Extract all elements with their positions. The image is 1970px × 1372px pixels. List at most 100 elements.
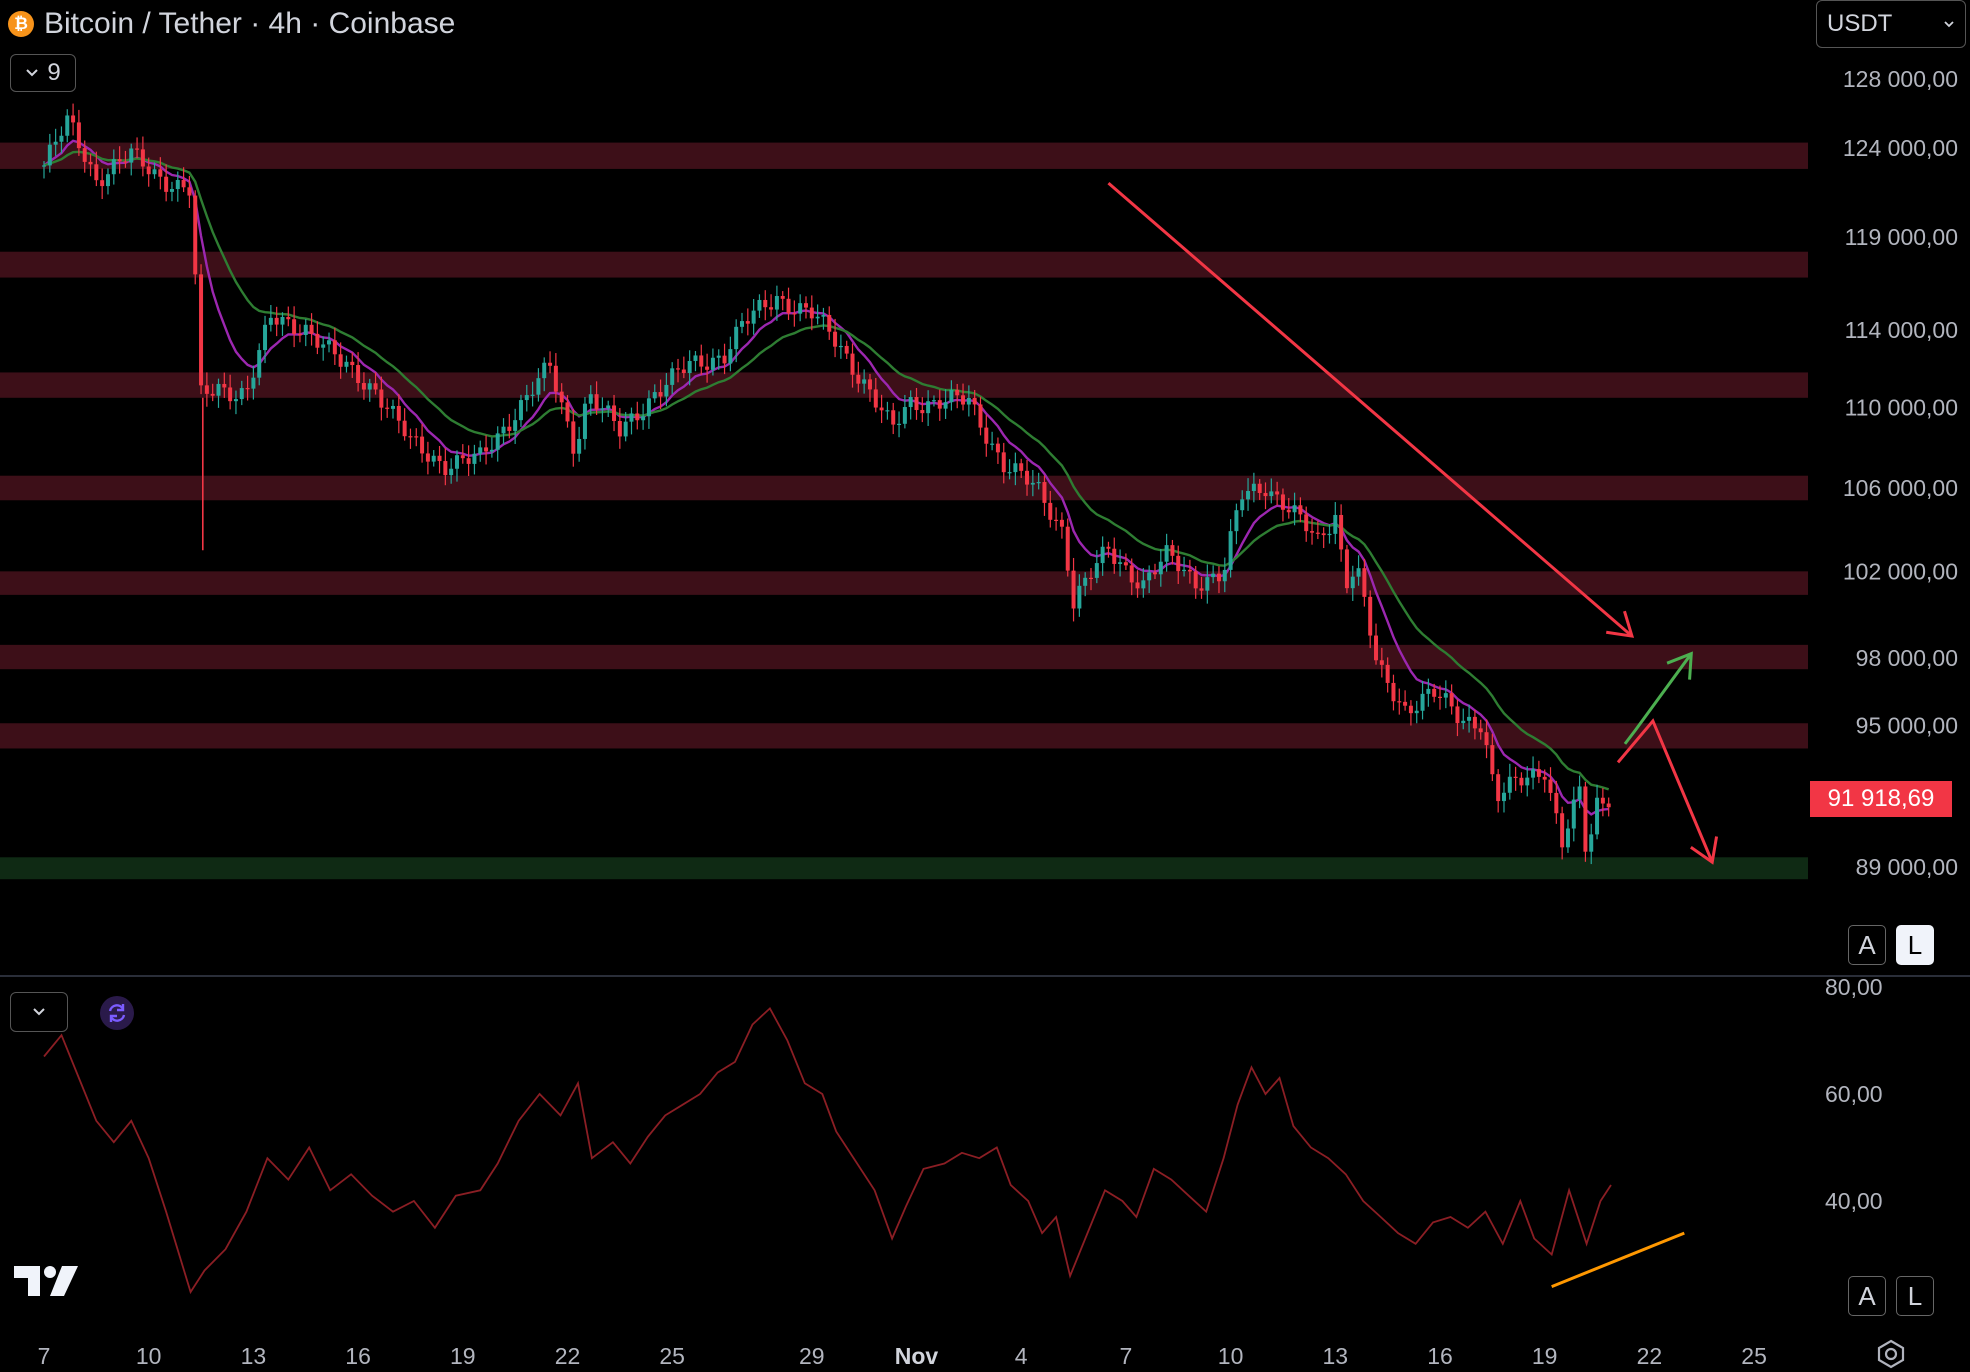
candle-body	[594, 394, 599, 410]
candle-body	[1246, 490, 1251, 500]
candle-body	[53, 141, 58, 145]
candle-body	[1327, 533, 1332, 536]
candle-body	[216, 383, 221, 396]
candle-body	[1013, 463, 1018, 473]
candle-body	[47, 144, 52, 166]
candle-body	[1397, 701, 1402, 703]
candle-body	[222, 383, 227, 388]
candle-body	[1118, 562, 1123, 564]
candle-body	[1554, 792, 1559, 814]
currency-select[interactable]: USDT	[1816, 0, 1966, 48]
zone-red	[0, 142, 1808, 169]
candle-body	[699, 355, 704, 367]
zone-red	[0, 475, 1808, 501]
candle-body	[769, 307, 774, 310]
rsi-collapse-button[interactable]	[10, 992, 68, 1032]
candle-body	[1030, 482, 1035, 485]
candle-body	[623, 421, 628, 437]
candle-body	[856, 374, 861, 384]
candle-body	[1339, 514, 1344, 550]
candle-body	[402, 420, 407, 437]
candle-body	[327, 340, 332, 345]
indicators-toggle-button[interactable]: 9	[10, 54, 76, 92]
auto-scale-button[interactable]: A	[1848, 925, 1886, 965]
candle-body	[908, 397, 913, 408]
candle-body	[1193, 571, 1198, 589]
candle-body	[1019, 463, 1024, 471]
time-tick-label: 19	[450, 1343, 476, 1369]
candle-body	[1606, 803, 1611, 808]
time-tick-label: 13	[241, 1343, 267, 1369]
candle-body	[1234, 510, 1239, 532]
candle-body	[1496, 774, 1501, 802]
candle-body	[204, 385, 209, 394]
candle-body	[303, 324, 308, 335]
candle-body	[966, 397, 971, 405]
candle-body	[984, 427, 989, 444]
candle-body	[838, 345, 843, 348]
price-tick-label: 98 000,00	[1856, 645, 1958, 671]
candle-body	[1507, 776, 1512, 793]
candle-body	[792, 313, 797, 315]
refresh-icon[interactable]	[100, 996, 134, 1030]
annotations	[1107, 181, 1719, 865]
candle-body	[1542, 776, 1547, 780]
settings-gear-icon[interactable]	[1874, 1338, 1908, 1370]
time-tick-label: 25	[659, 1343, 685, 1369]
candle-body	[961, 395, 966, 405]
candle-body	[292, 319, 297, 335]
candle-body	[361, 383, 366, 390]
candle-body	[1182, 569, 1187, 572]
candle-body	[76, 122, 81, 149]
rsi-divergence-line	[1551, 1231, 1685, 1288]
time-tick-label: 22	[1637, 1343, 1663, 1369]
candle-body	[780, 296, 785, 299]
zones	[0, 142, 1808, 880]
candle-body	[1077, 585, 1082, 609]
tradingview-logo-icon[interactable]	[14, 1264, 80, 1298]
candle-body	[862, 379, 867, 384]
candle-body	[454, 455, 459, 469]
candle-body	[111, 159, 116, 175]
candle-body	[507, 426, 512, 431]
candle-body	[65, 115, 70, 136]
candle-body	[751, 310, 756, 324]
rsi-line	[43, 1006, 1612, 1295]
candle-body	[1333, 514, 1338, 534]
symbol-title[interactable]: Bitcoin / Tether · 4h · Coinbase	[44, 7, 456, 40]
time-tick-label: 13	[1323, 1343, 1349, 1369]
time-tick-label: 16	[1427, 1343, 1453, 1369]
auto-scale-label: A	[1858, 1280, 1876, 1311]
candle-body	[437, 455, 442, 462]
candle-body	[1065, 526, 1070, 571]
candle-body	[577, 438, 582, 454]
candle-body	[763, 299, 768, 308]
candle-body	[1472, 716, 1477, 729]
rsi-log-scale-button[interactable]: L	[1896, 1276, 1934, 1316]
candle-body	[117, 159, 122, 162]
candle-body	[926, 401, 931, 414]
candle-body	[82, 148, 87, 162]
candle-body	[786, 298, 791, 314]
candle-body	[833, 331, 838, 347]
price-tick-label: 89 000,00	[1856, 854, 1958, 880]
candle-body	[1374, 635, 1379, 661]
candle-body	[1048, 502, 1053, 520]
log-scale-button[interactable]: L	[1896, 925, 1934, 965]
candle-body	[1147, 572, 1152, 581]
candle-body	[1286, 509, 1291, 513]
candle-body	[978, 404, 983, 428]
candle-body	[42, 165, 46, 167]
candle-body	[210, 393, 215, 396]
symbol-header[interactable]: ₿ Bitcoin / Tether · 4h · Coinbase	[8, 4, 455, 44]
candle-body	[1141, 580, 1146, 589]
candle-body	[1408, 705, 1413, 714]
candle-body	[949, 389, 954, 403]
candle-body	[1531, 769, 1536, 778]
candle-body	[995, 443, 1000, 453]
candle-body	[268, 317, 273, 325]
candle-body	[94, 164, 99, 181]
candle-body	[728, 349, 733, 364]
rsi-auto-scale-button[interactable]: A	[1848, 1276, 1886, 1316]
